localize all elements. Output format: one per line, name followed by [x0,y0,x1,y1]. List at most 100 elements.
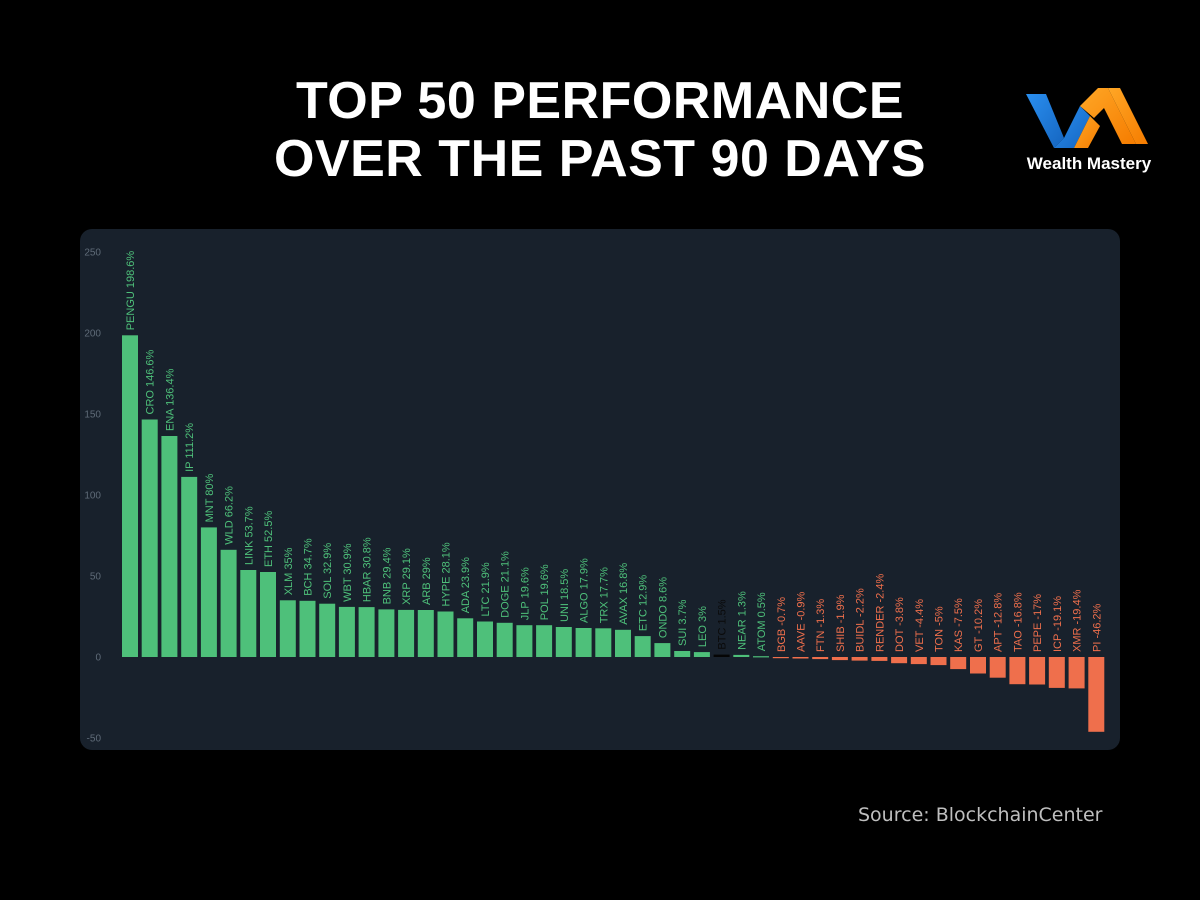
data-label-hbar: HBAR 30.8% [362,537,374,602]
bar-ftn [812,657,829,660]
data-label-sui: SUI 3.7% [677,599,689,646]
data-label-wbt: WBT 30.9% [342,543,354,602]
bar-sui [674,651,691,657]
bar-ena [161,436,178,657]
bar-icp [1048,657,1065,688]
bar-arb [417,610,434,657]
bar-render [871,657,888,661]
data-label-dot: DOT -3.8% [894,597,906,652]
data-label-ltc: LTC 21.9% [480,562,492,616]
data-label-ondo: ONDO 8.6% [657,577,669,638]
data-label-algo: ALGO 17.9% [579,558,591,623]
y-tick-label: -50 [87,734,102,745]
bar-xrp [398,609,415,657]
bar-ltc [477,621,493,657]
data-label-jlp: JLP 19.6% [519,567,531,620]
data-label-render: RENDER -2.4% [874,574,886,652]
data-label-avax: AVAX 16.8% [618,563,630,625]
bar-sol [319,603,336,657]
bar-hype [437,611,454,657]
bar-wbt [338,606,355,657]
title-line-1: TOP 50 PERFORMANCE [295,72,905,130]
bar-etc [634,636,651,657]
data-label-ip: IP 111.2% [184,423,196,472]
data-label-shib: SHIB -1.9% [835,594,847,652]
data-label-atom: ATOM 0.5% [756,592,768,651]
data-label-ena: ENA 136.4% [164,368,176,431]
bar-mnt [200,527,217,657]
data-label-gt: GT -10.2% [973,599,985,652]
data-label-arb: ARB 29% [421,557,433,605]
bar-pol [536,625,553,657]
data-label-apt: APT -12.8% [993,593,1005,652]
bar-eth [260,572,276,657]
bar-wld [220,549,237,657]
data-label-sol: SOL 32.9% [322,543,334,599]
bar-tao [1009,657,1026,685]
data-label-bnb: BNB 29.4% [381,547,393,604]
bar-buidl [851,657,868,661]
data-label-btc: BTC 1.5% [717,599,729,649]
bar-link [240,570,257,657]
data-label-pepe: PEPE -17% [1032,594,1044,652]
bar-cro [141,419,158,657]
bar-ton [930,657,947,666]
bar-atom [753,656,769,658]
page-title: TOP 50 PERFORMANCE OVER THE PAST 90 DAYS [200,72,1000,188]
chart-panel [80,229,1120,750]
bar-avax [615,629,631,657]
data-label-aave: AAVE -0.9% [796,591,808,652]
data-label-pol: POL 19.6% [539,564,551,620]
bar-hbar [358,607,375,657]
data-label-uni: UNI 18.5% [559,569,571,622]
y-tick-label: 250 [84,248,101,259]
data-label-eth: ETH 52.5% [263,511,275,567]
bar-near [733,654,750,657]
bar-bnb [378,609,395,657]
data-label-xrp: XRP 29.1% [401,548,413,605]
bar-kas [950,657,967,670]
bar-pengu [122,335,138,657]
data-label-pengu: PENGU 198.6% [125,251,137,331]
data-label-etc: ETC 12.9% [638,575,650,631]
bar-vet [910,657,927,665]
data-label-ada: ADA 23.9% [460,557,472,613]
data-label-mnt: MNT 80% [204,473,216,522]
data-label-tao: TAO -16.8% [1012,592,1024,652]
y-tick-label: 0 [95,653,101,664]
data-label-wld: WLD 66.2% [224,486,236,545]
bar-dot [891,657,908,664]
y-tick-label: 50 [90,572,102,583]
bar-xlm [279,600,296,657]
bars [122,335,1105,732]
data-label-kas: KAS -7.5% [953,598,965,652]
bar-ada [457,618,474,657]
data-label-xlm: XLM 35% [283,547,295,595]
logo-text: Wealth Mastery [1026,154,1152,173]
bar-pepe [1029,657,1046,685]
bar-xmr [1068,657,1085,689]
bar-algo [575,628,592,657]
data-label-near: NEAR 1.3% [736,591,748,650]
title-line-2: OVER THE PAST 90 DAYS [273,130,927,188]
data-label-bch: BCH 34.7% [303,538,315,596]
data-label-link: LINK 53.7% [243,506,255,565]
data-label-pi: PI -46.2% [1091,603,1103,652]
source-text: Source: BlockchainCenter [858,804,1103,826]
y-tick-label: 150 [84,410,101,421]
y-axis: 250 200 150 100 50 0 -50 [84,248,101,745]
bar-btc [713,654,730,657]
data-label-trx: TRX 17.7% [598,567,610,623]
bar-leo [693,652,710,657]
bar-uni [555,627,572,657]
data-label-doge: DOGE 21.1% [500,551,512,618]
bar-trx [595,628,612,657]
data-label-hype: HYPE 28.1% [441,542,453,606]
bar-ip [181,476,198,657]
data-label-buidl: BUIDL -2.2% [855,588,867,652]
wm-logo-icon [1026,88,1148,148]
data-labels: PENGU 198.6% CRO 146.6% ENA 136.4% IP 111.2… [125,251,1103,652]
data-label-ftn: FTN -1.3% [815,599,827,652]
data-label-xmr: XMR -19.4% [1072,589,1084,652]
